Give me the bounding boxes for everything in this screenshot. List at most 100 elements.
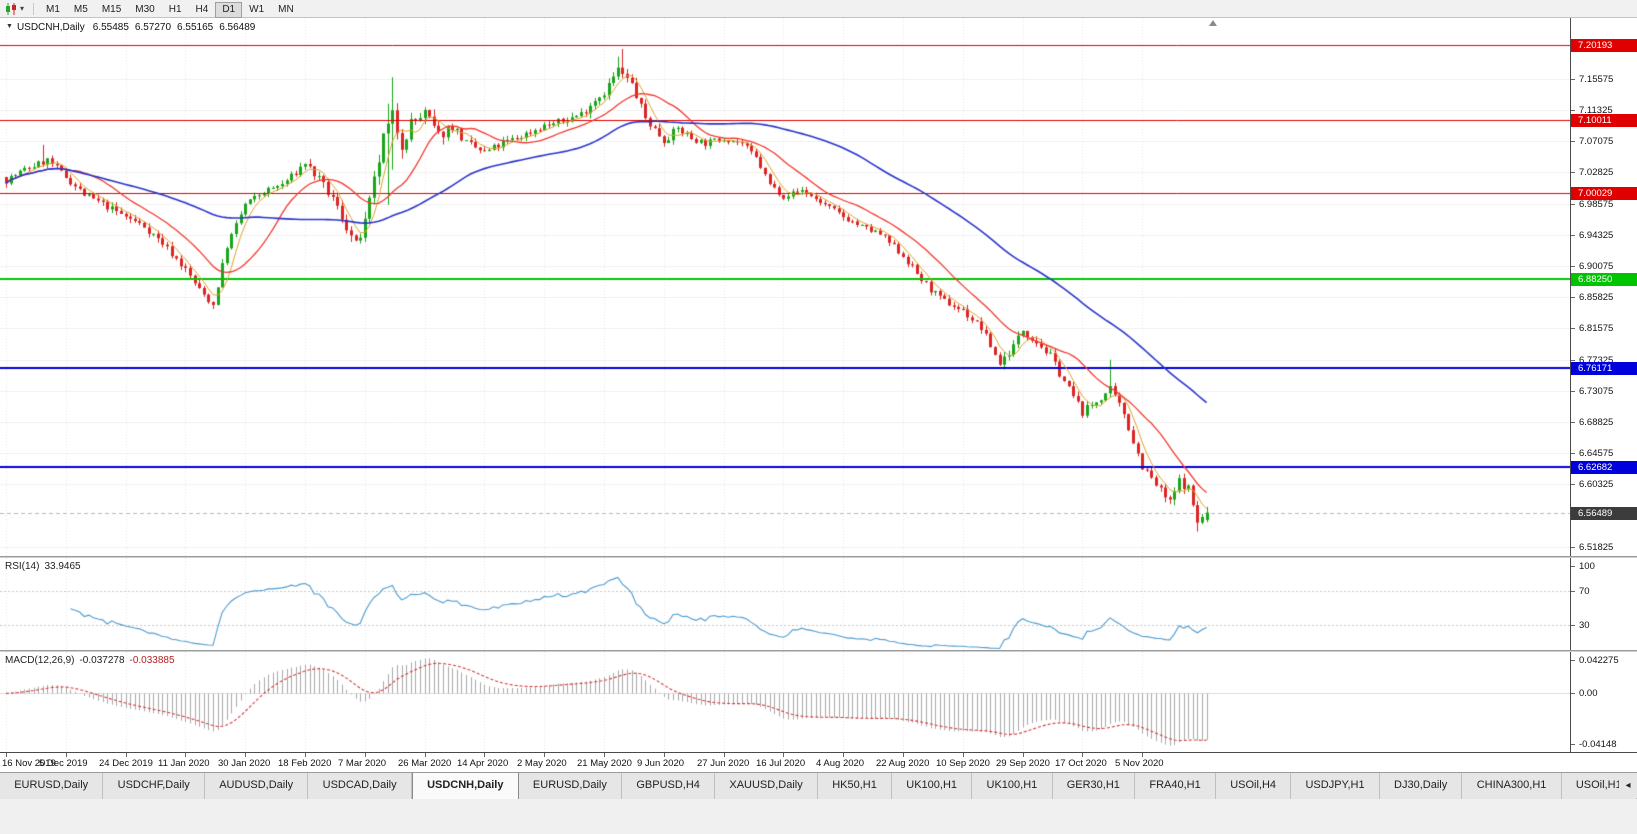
time-axis-label: 26 Mar 2020 — [398, 758, 452, 769]
time-axis[interactable]: 16 Nov 2019 5 Dec 2019 24 Dec 2019 11 Jan 2… — [0, 752, 1637, 772]
time-tick-mark — [126, 753, 127, 757]
timeframe-button-m30[interactable]: M30 — [135, 4, 155, 15]
time-axis-label: 10 Sep 2020 — [936, 758, 990, 769]
chart-tabs-bar: EURUSD,Daily USDCHF,Daily AUDUSD,Daily USDC… — [0, 772, 1637, 799]
scale-tick-mark — [1571, 78, 1575, 80]
price-tick-label: 7.02825 — [1579, 167, 1614, 179]
macd-scale-label: -0.04148 — [1579, 739, 1617, 750]
price-tick-label: 6.77325 — [1579, 354, 1614, 366]
price-tick-label: 6.51825 — [1579, 541, 1614, 553]
chart-tab-dj30-daily[interactable]: DJ30,Daily — [1379, 773, 1463, 799]
timeframe-buttons: M1 M5 M15 M30 H1 H4 D1 W1 MN — [39, 0, 301, 18]
price-tick-label: 6.73075 — [1579, 385, 1614, 397]
scale-tick-mark — [1571, 660, 1575, 661]
price-tick-label: 6.60325 — [1579, 479, 1614, 491]
time-axis-label: 27 Jun 2020 — [697, 758, 750, 769]
panel-separator[interactable] — [0, 556, 1637, 558]
macd-panel-canvas[interactable] — [0, 652, 1570, 752]
collapse-icon[interactable]: ▼ — [6, 23, 13, 30]
time-tick-mark — [6, 753, 7, 757]
chart-tab-xauusd-daily[interactable]: XAUUSD,Daily — [715, 773, 818, 799]
scale-tick-mark — [1571, 693, 1575, 695]
chart-shift-marker-icon[interactable] — [1209, 20, 1217, 26]
macd-main-value: -0.037278 — [79, 655, 125, 666]
chart-tab-fra40-h1[interactable]: FRA40,H1 — [1135, 773, 1216, 799]
chart-tab-china300-h1[interactable]: CHINA300,H1 — [1462, 773, 1562, 799]
chart-tab-uk100-h1[interactable]: UK100,H1 — [972, 773, 1053, 799]
time-tick-mark — [66, 753, 67, 757]
rsi-indicator-label: RSI(14) 33.9465 — [5, 561, 81, 572]
time-axis-label: 14 Apr 2020 — [457, 758, 509, 769]
chart-tab-audusd-daily[interactable]: AUDUSD,Daily — [205, 773, 309, 799]
scale-tick-mark — [1571, 297, 1575, 299]
current-price-badge: 6.56489 — [1571, 506, 1637, 520]
tab-scroll-left-icon[interactable]: ◂ — [1619, 773, 1637, 798]
chart-tab-uk100-h1[interactable]: UK100,H1 — [892, 773, 973, 799]
macd-indicator-label: MACD(12,26,9) -0.037278 -0.033885 — [5, 655, 175, 666]
time-axis-label: 11 Jan 2020 — [158, 758, 210, 769]
ohlc-high: 6.57270 — [134, 22, 172, 33]
rsi-value: 33.9465 — [44, 561, 81, 572]
rsi-level-label: 30 — [1579, 619, 1590, 631]
price-level-badge: 6.76171 — [1571, 362, 1637, 376]
time-tick-mark — [365, 753, 366, 757]
timeframe-button-m15[interactable]: M15 — [101, 4, 122, 15]
time-axis-label: 5 Nov 2020 — [1115, 758, 1164, 769]
time-tick-mark — [604, 753, 605, 757]
main-chart-canvas[interactable] — [0, 18, 1570, 556]
timeframe-button-m1[interactable]: M1 — [46, 4, 60, 15]
chart-tab-ger30-h1[interactable]: GER30,H1 — [1052, 773, 1136, 799]
time-axis-label: 30 Jan 2020 — [218, 758, 271, 769]
macd-scale-label: 0.00 — [1579, 688, 1598, 700]
panel-separator[interactable] — [0, 650, 1637, 652]
time-tick-mark — [783, 753, 784, 757]
chart-tab-usdchf-daily[interactable]: USDCHF,Daily — [103, 773, 205, 799]
time-axis-label: 5 Dec 2019 — [39, 758, 88, 769]
chart-tab-eurusd-daily[interactable]: EURUSD,Daily — [0, 773, 104, 799]
macd-scale-label: 0.042275 — [1579, 655, 1619, 666]
chart-tab-usdjpy-h1[interactable]: USDJPY,H1 — [1291, 773, 1380, 799]
time-axis-label: 7 Mar 2020 — [338, 758, 387, 769]
price-tick-label: 6.98575 — [1579, 198, 1614, 210]
time-axis-label: 4 Aug 2020 — [816, 758, 865, 769]
chart-tab-gbpusd-h4[interactable]: GBPUSD,H4 — [622, 773, 716, 799]
time-axis-label: 16 Jul 2020 — [756, 758, 806, 769]
price-scale[interactable]: 7.15575 7.11325 7.07075 7.02825 6.98575 6.943… — [1570, 18, 1637, 752]
scale-tick-mark — [1571, 591, 1575, 593]
timeframe-button-w1[interactable]: W1 — [249, 4, 265, 15]
time-tick-mark — [903, 753, 904, 757]
chart-tab-eurusd-daily[interactable]: EURUSD,Daily — [518, 773, 623, 799]
ohlc-low: 6.55165 — [177, 22, 214, 33]
time-tick-mark — [245, 753, 246, 757]
chart-tab-usdcnh-daily[interactable]: USDCNH,Daily — [411, 773, 519, 799]
timeframe-button-d1[interactable]: D1 — [215, 2, 243, 18]
chart-tab-usoil-h4[interactable]: USOil,H4 — [1215, 773, 1292, 799]
scale-tick-mark — [1571, 141, 1575, 143]
chart-tab-usdcad-daily[interactable]: USDCAD,Daily — [308, 773, 412, 799]
status-area — [0, 799, 1637, 834]
price-level-badge: 6.62682 — [1571, 461, 1637, 475]
timeframe-button-h1[interactable]: H1 — [168, 4, 182, 15]
chart-type-dropdown-icon[interactable]: ▾ — [20, 4, 25, 13]
price-level-badge: 7.20193 — [1571, 38, 1637, 52]
timeframe-button-m5[interactable]: M5 — [73, 4, 88, 15]
rsi-panel-canvas[interactable] — [0, 558, 1570, 650]
chart-tab-hk50-h1[interactable]: HK50,H1 — [817, 773, 893, 799]
price-tick-label: 6.94325 — [1579, 229, 1614, 241]
scale-tick-mark — [1571, 234, 1575, 236]
time-axis-label: 24 Dec 2019 — [99, 758, 153, 769]
time-tick-mark — [1142, 753, 1143, 757]
time-axis-label: 17 Oct 2020 — [1055, 758, 1107, 769]
price-tick-label: 7.11325 — [1579, 105, 1613, 117]
time-axis-label: 29 Sep 2020 — [996, 758, 1050, 769]
scale-tick-mark — [1571, 390, 1575, 392]
scale-tick-mark — [1571, 266, 1575, 268]
macd-name: MACD(12,26,9) — [5, 655, 75, 666]
timeframe-button-mn[interactable]: MN — [278, 4, 294, 15]
price-level-badge: 7.10011 — [1571, 113, 1637, 127]
time-tick-mark — [484, 753, 485, 757]
price-tick-label: 6.64575 — [1579, 448, 1614, 460]
time-tick-mark — [664, 753, 665, 757]
timeframe-button-h4[interactable]: H4 — [195, 4, 209, 15]
chart-type-icon[interactable] — [5, 2, 18, 15]
